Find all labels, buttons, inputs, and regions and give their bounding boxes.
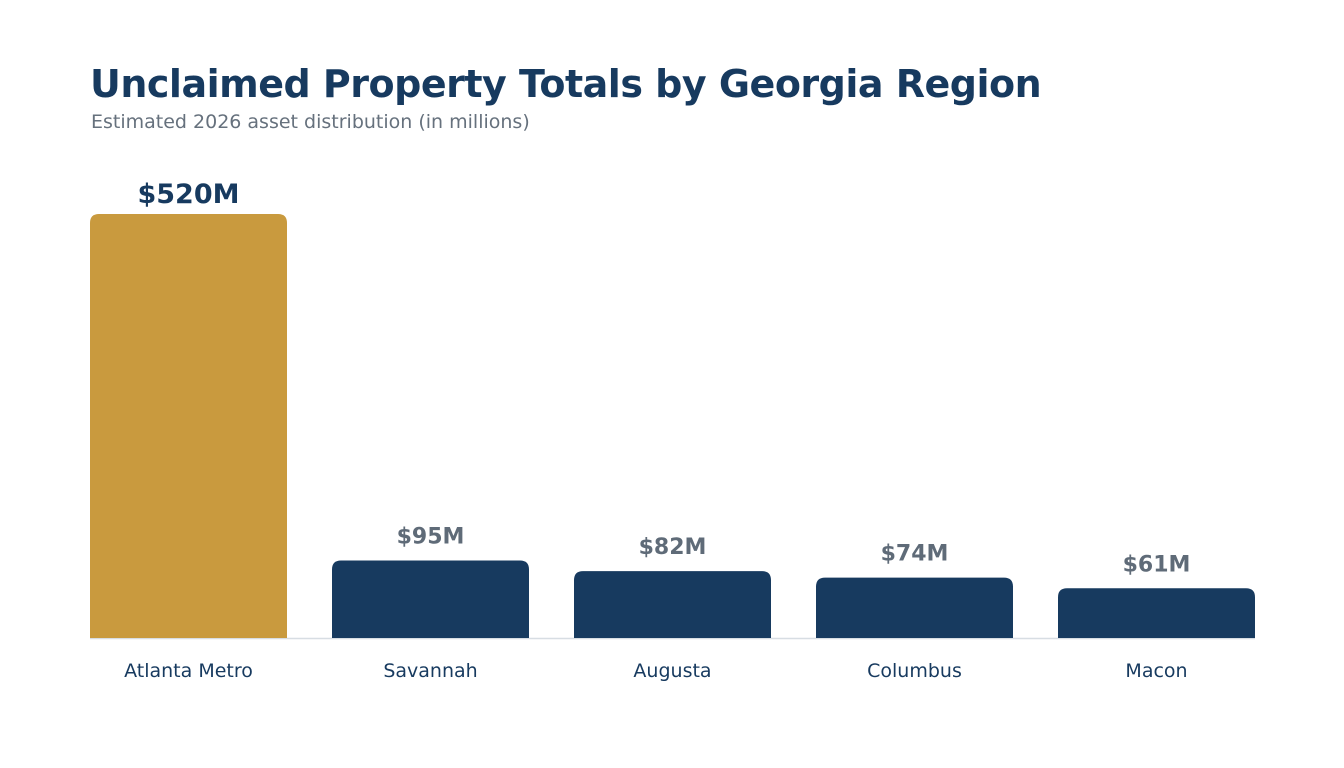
value-label-atlanta-metro: $520M — [137, 179, 239, 210]
bars-group — [90, 214, 1255, 638]
bar-columbus — [816, 577, 1013, 638]
bar-atlanta-metro — [90, 214, 287, 638]
bar-macon — [1058, 588, 1255, 638]
value-label-savannah: $95M — [397, 525, 465, 550]
category-label-savannah: Savannah — [383, 660, 477, 682]
chart-title: Unclaimed Property Totals by Georgia Reg… — [90, 62, 1042, 106]
value-label-macon: $61M — [1123, 552, 1191, 577]
chart-subtitle: Estimated 2026 asset distribution (in mi… — [91, 111, 530, 133]
value-label-columbus: $74M — [881, 542, 949, 567]
category-label-atlanta-metro: Atlanta Metro — [124, 660, 253, 682]
value-label-augusta: $82M — [639, 535, 707, 560]
category-label-macon: Macon — [1125, 660, 1187, 682]
category-label-augusta: Augusta — [633, 660, 711, 682]
category-label-columbus: Columbus — [867, 660, 962, 682]
category-labels-group: Atlanta Metro Savannah Augusta Columbus Maco… — [124, 660, 1187, 682]
bar-savannah — [332, 560, 529, 638]
bar-augusta — [574, 571, 771, 638]
value-labels-group: $520M $95M $82M $74M $61M — [137, 179, 1190, 577]
